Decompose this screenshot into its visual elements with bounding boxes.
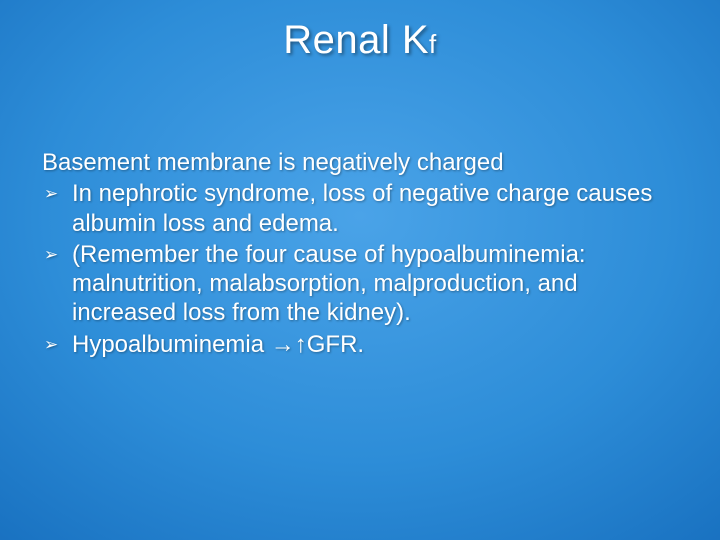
- slide-title: Renal Kf: [0, 18, 720, 63]
- bullet-marker-icon: ➢: [44, 182, 58, 206]
- list-item: ➢ (Remember the four cause of hypoalbumi…: [42, 240, 678, 328]
- slide-body: Basement membrane is negatively charged …: [42, 148, 678, 361]
- bullet-marker-icon: ➢: [44, 333, 58, 357]
- bullet-text: Hypoalbuminemia →↑GFR.: [72, 331, 364, 358]
- lead-text: Basement membrane is negatively charged: [42, 148, 678, 177]
- bullet-text: In nephrotic syndrome, loss of negative …: [72, 180, 652, 236]
- title-subscript: f: [429, 29, 437, 59]
- bullet-marker-icon: ➢: [44, 243, 58, 267]
- slide: Renal Kf Basement membrane is negatively…: [0, 0, 720, 540]
- title-main: Renal K: [283, 18, 429, 62]
- bullet-list: ➢ In nephrotic syndrome, loss of negativ…: [42, 179, 678, 359]
- bullet-text: (Remember the four cause of hypoalbumine…: [72, 241, 586, 327]
- list-item: ➢ In nephrotic syndrome, loss of negativ…: [42, 179, 678, 238]
- list-item: ➢ Hypoalbuminemia →↑GFR.: [42, 330, 678, 359]
